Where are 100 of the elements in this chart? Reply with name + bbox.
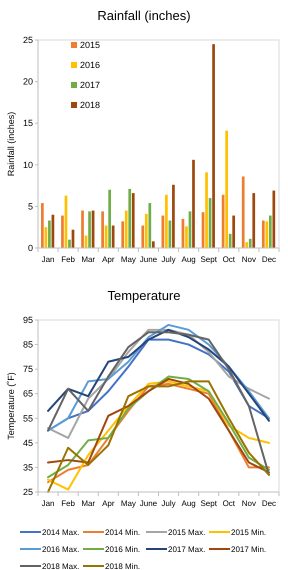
x-tick-label: Dec: [262, 255, 276, 264]
x-tick-label: May: [120, 499, 136, 508]
bar: [101, 211, 104, 248]
legend-label: 2015 Max.: [168, 528, 206, 537]
x-tick-label: Nov: [242, 499, 256, 508]
x-tick-label: Dec: [262, 499, 276, 508]
x-tick-label: Oct: [222, 499, 236, 508]
bar: [61, 216, 64, 248]
bar: [192, 160, 195, 248]
bar: [268, 216, 272, 248]
legend-label: 2014 Max.: [42, 528, 80, 537]
y-tick-label: 45: [22, 438, 33, 448]
y-axis-title: Temperature (˚F): [6, 372, 16, 440]
bar: [208, 198, 212, 248]
line-series: [47, 331, 270, 476]
x-tick-label: Jan: [42, 255, 54, 264]
legend-label: 2018 Max.: [42, 562, 80, 570]
bar: [41, 203, 44, 248]
y-axis-title: Rainfall (inches): [6, 112, 16, 176]
legend-label: 2015: [80, 40, 100, 50]
y-tick-label: 25: [22, 487, 33, 497]
x-tick-label: May: [120, 255, 136, 264]
x-tick-label: Apr: [102, 499, 115, 508]
x-tick-label: Aug: [182, 255, 196, 264]
legend-label: 2016 Min.: [105, 545, 140, 554]
bar: [252, 193, 256, 248]
bar: [124, 210, 128, 248]
x-tick-label: Feb: [61, 255, 76, 264]
x-tick-label: Nov: [242, 255, 256, 264]
y-tick-label: 20: [22, 76, 33, 87]
bar: [202, 212, 204, 248]
legend-label: 2018 Min.: [105, 562, 140, 570]
x-tick-label: June: [140, 255, 158, 264]
x-tick-label: Jan: [42, 499, 54, 508]
bar: [185, 226, 188, 248]
legend-label: 2018: [80, 100, 100, 110]
x-tick-label: June: [140, 499, 158, 508]
bar: [84, 236, 88, 248]
y-tick-label: 65: [22, 388, 33, 399]
bar: [88, 211, 91, 248]
bar: [168, 220, 172, 248]
bar: [144, 214, 148, 248]
x-tick-label: Feb: [61, 499, 76, 508]
bar: [64, 196, 68, 248]
bar: [205, 172, 208, 248]
y-tick-label: 35: [22, 462, 33, 472]
bar: [104, 226, 108, 248]
x-tick-label: Aug: [182, 499, 196, 508]
x-tick-label: Sept: [200, 499, 218, 508]
bar: [265, 221, 268, 248]
bar: [262, 220, 265, 248]
bar: [92, 210, 94, 248]
y-tick-label: 95: [22, 315, 33, 325]
bar: [72, 230, 74, 248]
bar: [148, 203, 152, 248]
legend-label: 2016 Max.: [42, 545, 80, 554]
y-tick-label: 75: [22, 364, 33, 374]
y-tick-label: 10: [22, 160, 33, 170]
bar: [52, 214, 54, 248]
bar: [128, 188, 132, 248]
y-tick-label: 15: [22, 118, 33, 128]
legend-label: 2017 Min.: [231, 545, 266, 554]
chart-title: Rainfall (inches): [97, 8, 191, 23]
bar: [222, 194, 224, 248]
bar: [132, 193, 135, 248]
x-tick-label: July: [161, 499, 176, 508]
legend-label: 2017 Max.: [168, 545, 206, 554]
bar: [121, 221, 124, 248]
bar: [225, 130, 228, 248]
bar: [48, 220, 51, 248]
y-tick-label: 85: [22, 340, 33, 350]
bar: [162, 216, 164, 248]
x-tick-label: July: [161, 255, 176, 264]
y-tick-label: 55: [22, 413, 33, 424]
bar: [44, 227, 48, 248]
x-tick-label: Oct: [222, 255, 236, 264]
bar: [232, 216, 236, 248]
y-tick-label: 25: [22, 35, 33, 45]
bar: [188, 211, 192, 248]
x-tick-label: Sept: [200, 255, 218, 264]
y-tick-label: 5: [28, 201, 33, 212]
bar: [112, 226, 115, 248]
bar: [272, 190, 276, 248]
bar: [172, 184, 175, 248]
bar: [141, 226, 144, 248]
legend-label: 2015 Min.: [231, 528, 266, 537]
x-tick-label: Mar: [81, 499, 96, 508]
x-tick-label: Mar: [81, 255, 96, 264]
bar: [212, 44, 215, 248]
bar: [68, 240, 71, 248]
y-tick-label: 0: [28, 243, 33, 253]
x-tick-label: Apr: [102, 255, 115, 264]
legend-label: 2014 Min.: [105, 528, 140, 537]
bar: [108, 190, 112, 248]
bar: [81, 210, 84, 248]
legend-label: 2016: [80, 60, 100, 70]
bar: [242, 176, 245, 248]
legend-label: 2017: [80, 80, 100, 90]
bar: [182, 218, 184, 248]
chart-title: Temperature: [108, 288, 180, 303]
